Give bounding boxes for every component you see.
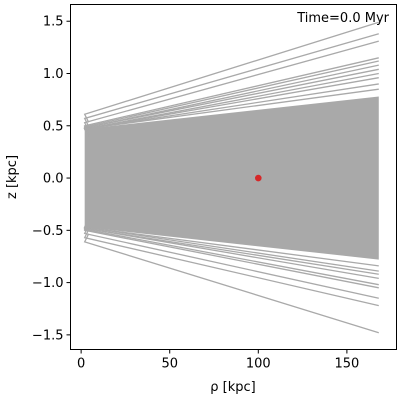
y-tick-label: −1.5 [32,328,64,343]
y-tick-label: 0.5 [43,119,64,134]
x-tick-label: 150 [334,357,359,372]
position-marker [255,174,262,182]
y-axis-label: z [kpc] [5,155,20,199]
trajectory-line [83,33,379,127]
x-axis: 0 50 100 150 [77,349,359,372]
axes-frame [70,4,397,350]
plot-area [83,21,379,334]
y-tick-label: 1.0 [43,67,64,82]
y-tick-label: −1.0 [32,276,64,291]
y-tick-label: −0.5 [32,224,64,239]
trajectory-line [83,88,379,138]
x-tick-label: 100 [246,357,271,372]
trajectory-line [83,21,379,123]
trajectory-line [83,218,379,267]
annotation-time: Time=0.0 Myr [296,11,389,26]
trajectory-band [84,96,379,260]
y-tick-label: 0.0 [43,172,64,187]
y-tick-label: 1.5 [43,15,64,30]
y-axis: −1.5 −1.0 −0.5 0.0 0.5 1.0 1.5 [32,15,71,343]
x-tick-label: 50 [161,357,178,372]
x-tick-label: 0 [77,357,85,372]
trajectory-line [83,233,379,334]
trajectory-line [83,229,379,307]
x-axis-label: ρ [kpc] [210,380,255,395]
